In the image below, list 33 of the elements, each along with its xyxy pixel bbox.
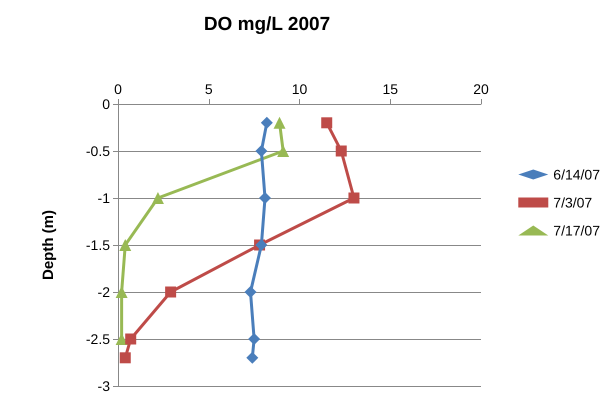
point (120, 352, 131, 364)
y-tick-label: -1.5 (86, 237, 110, 253)
point (165, 286, 176, 298)
y-tick-label: 0 (102, 96, 110, 112)
legend-label: 7/3/07 (553, 194, 592, 210)
x-tick-label: 10 (292, 81, 308, 97)
point (321, 117, 332, 128)
y-tick-label: -2 (98, 284, 110, 300)
point (152, 192, 164, 204)
point (259, 192, 272, 204)
y-tick-label: -0.5 (86, 143, 110, 159)
legend-label: 7/17/07 (553, 222, 600, 238)
x-tick-label: 0 (114, 81, 122, 97)
point (246, 352, 258, 364)
x-tick-label: 5 (204, 81, 213, 97)
point (125, 334, 136, 344)
y-tick-label: -2.5 (86, 331, 110, 347)
x-tick-label: 15 (382, 81, 398, 97)
y-tick-label: -3 (98, 378, 110, 394)
y-tick-label: -1 (98, 190, 110, 206)
point (348, 192, 360, 204)
point (260, 116, 273, 129)
legend-label: 6/14/07 (553, 166, 600, 182)
point (274, 116, 286, 129)
x-tick-label: 20 (473, 81, 489, 97)
point (255, 145, 268, 157)
point (336, 146, 347, 156)
point (119, 239, 132, 251)
point (277, 145, 290, 157)
chart-title: DO mg/L 2007 (204, 14, 330, 35)
y-axis-title: Depth (m) (40, 210, 57, 280)
point (248, 333, 260, 345)
point (244, 286, 256, 298)
